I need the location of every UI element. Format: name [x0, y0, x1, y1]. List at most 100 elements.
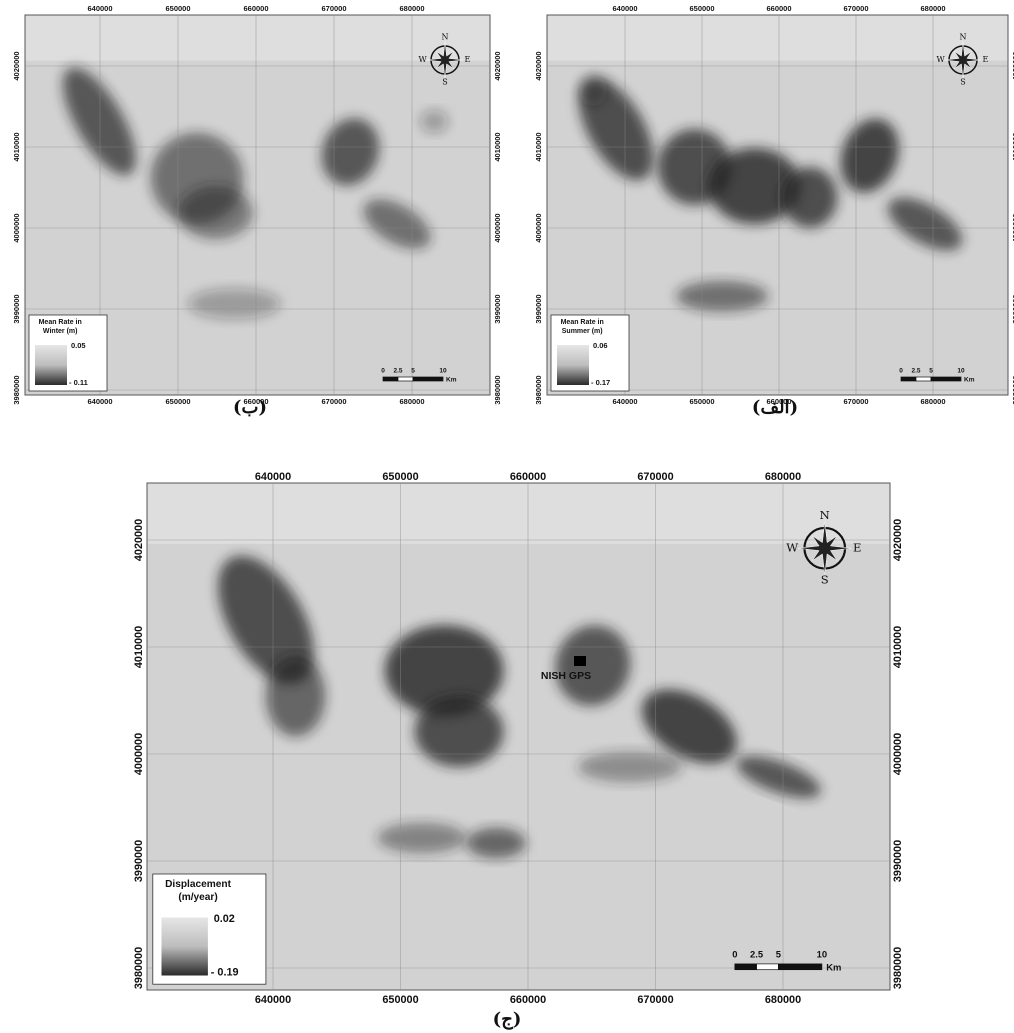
y-tick-label: 3990000: [493, 294, 502, 323]
map-background: [147, 483, 890, 990]
x-tick-label: 660000: [510, 471, 546, 483]
scale-bar-segment: [915, 376, 932, 382]
x-tick-label: 640000: [255, 994, 291, 1006]
deformation-blob: [577, 751, 682, 783]
scale-label: 5: [929, 368, 933, 375]
y-tick-label: 3980000: [12, 375, 21, 404]
map-panel: 640000 640000 650000 650000 660000 660000 6700…: [133, 471, 904, 1030]
deformation-blob: [676, 281, 769, 312]
x-tick-label: 640000: [255, 471, 291, 483]
deformation-blob: [641, 689, 737, 764]
x-tick-label: 660000: [766, 4, 791, 13]
scale-label: 10: [817, 949, 827, 960]
x-tick-label: 660000: [510, 994, 546, 1006]
scale-bar-segment: [412, 376, 444, 382]
legend-title: Summer (m): [562, 328, 603, 335]
legend-title: Mean Rate in: [561, 319, 604, 326]
compass-letter: N: [442, 33, 449, 42]
y-tick-label: 3990000: [133, 840, 145, 882]
scale-label: 5: [776, 949, 781, 960]
legend-ramp: [35, 345, 67, 385]
map-frame: [24, 14, 491, 396]
x-tick-label: 650000: [165, 4, 190, 13]
scale-bar-segment: [756, 963, 779, 971]
y-tick-label: 3990000: [892, 840, 904, 882]
deformation-areas: [547, 15, 1008, 312]
compass-letter: E: [464, 55, 470, 64]
y-tick-label: 3980000: [534, 375, 543, 404]
scale-unit: Km: [826, 962, 841, 973]
y-tick-label: 4020000: [493, 51, 502, 80]
legend-title: (m/year): [178, 892, 217, 903]
y-tick-label: 4010000: [892, 626, 904, 668]
scale-label: 2.5: [911, 368, 920, 375]
scale-label: 0: [899, 368, 903, 375]
compass: N E S W: [418, 33, 470, 87]
deformation-blob: [384, 624, 504, 717]
x-tick-label: 680000: [765, 994, 801, 1006]
compass-letter: S: [442, 77, 447, 86]
x-tick-label: 650000: [165, 397, 190, 406]
compass-letter: E: [982, 55, 988, 64]
gps-label: NISH GPS: [541, 670, 591, 682]
y-tick-label: 4020000: [133, 519, 145, 561]
scale-label: 2.5: [393, 368, 402, 375]
compass-star: [944, 41, 982, 79]
y-tick-label: 4010000: [493, 132, 502, 161]
deformation-blob: [321, 118, 380, 186]
map-frame: [146, 482, 891, 991]
y-tick-label: 4020000: [534, 51, 543, 80]
gps-station: [574, 656, 586, 666]
scale-bar-segment: [397, 376, 414, 382]
scale-bar-segment: [734, 963, 757, 971]
legend-min: - 0.17: [591, 378, 610, 387]
deformation-blob: [887, 197, 963, 251]
light-band: [147, 483, 890, 544]
x-tick-label: 670000: [321, 397, 346, 406]
scale-label: 5: [411, 368, 415, 375]
scale-unit: Km: [446, 377, 457, 384]
x-tick-label: 670000: [637, 471, 673, 483]
scale-bar-segment: [777, 963, 823, 971]
y-tick-label: 4000000: [1011, 213, 1014, 242]
deformation-areas: [25, 15, 490, 319]
legend-max: 0.06: [593, 341, 608, 350]
deformation-blob: [363, 199, 431, 249]
deformation-blob: [736, 756, 821, 798]
compass-letter: S: [821, 573, 829, 587]
scale-bar-segment: [930, 376, 962, 382]
x-tick-label: 680000: [920, 4, 945, 13]
y-tick-label: 4020000: [1011, 51, 1014, 80]
legend-min: - 0.11: [69, 378, 88, 387]
deformation-blob: [414, 695, 504, 767]
y-tick-label: 4020000: [12, 51, 21, 80]
scale-bar-segment: [900, 376, 917, 382]
y-tick-label: 3990000: [12, 294, 21, 323]
y-tick-label: 4020000: [892, 519, 904, 561]
y-tick-label: 3990000: [1011, 294, 1014, 323]
panel-caption: (الف): [752, 397, 798, 418]
deformation-blob: [187, 288, 281, 319]
y-tick-label: 3980000: [1011, 375, 1014, 404]
y-tick-label: 3990000: [534, 294, 543, 323]
compass-letter: E: [853, 540, 861, 554]
x-tick-label: 640000: [87, 397, 112, 406]
x-tick-label: 680000: [399, 397, 424, 406]
compass-letter: N: [820, 508, 830, 522]
legend-title: Displacement: [165, 879, 231, 890]
x-tick-label: 670000: [321, 4, 346, 13]
x-tick-label: 640000: [612, 4, 637, 13]
x-tick-label: 680000: [399, 4, 424, 13]
y-tick-label: 4010000: [133, 626, 145, 668]
deformation-blob: [178, 186, 253, 240]
scale-label: 0: [381, 368, 385, 375]
deformation-blob: [62, 67, 136, 176]
y-tick-label: 4000000: [12, 213, 21, 242]
map-panel: 640000 640000 650000 650000 660000 660000 6700…: [534, 4, 1014, 418]
scale-label: 0: [732, 949, 737, 960]
scale-label: 10: [439, 368, 447, 375]
scale-label: 10: [957, 368, 965, 375]
x-tick-label: 660000: [243, 397, 268, 406]
compass-letter: N: [960, 33, 967, 42]
